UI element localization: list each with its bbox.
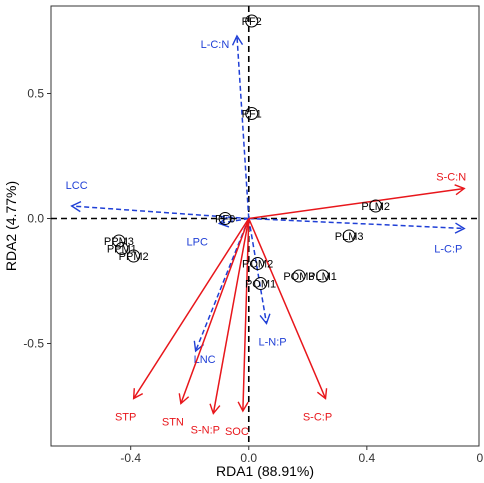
litter-vector-label-lpc: LPC bbox=[187, 237, 208, 249]
soil-vector-stp bbox=[132, 218, 250, 400]
site-point-ppm2 bbox=[127, 249, 141, 263]
plot-panel bbox=[50, 5, 480, 447]
litter-vector-l-c-p bbox=[248, 217, 466, 234]
site-point-pom1 bbox=[254, 277, 268, 290]
site-point-plm3 bbox=[342, 229, 356, 243]
x-axis-title: RDA1 (88.91%) bbox=[216, 463, 314, 479]
soil-vector-label-soc: SOC bbox=[225, 426, 249, 438]
site-label-pom3: POM3 bbox=[283, 271, 314, 283]
site-point-plm1 bbox=[316, 269, 330, 283]
litter-vector-l-n-p bbox=[248, 218, 271, 325]
soil-vector-label-stp: STP bbox=[115, 412, 136, 424]
y-tick-label: 0.5 bbox=[27, 87, 44, 101]
litter-vector-lpc bbox=[217, 216, 249, 228]
y-tick-label: 0.0 bbox=[27, 212, 44, 226]
soil-vector-stn bbox=[178, 218, 250, 405]
site-label-pom2: POM2 bbox=[242, 259, 273, 271]
y-axis-title: RDA2 (4.77%) bbox=[3, 181, 19, 271]
litter-vector-l-c-n bbox=[231, 34, 250, 219]
litter-vector-label-l-c-p: L-C:P bbox=[434, 244, 462, 256]
soil-vector-s-c-p bbox=[248, 218, 328, 400]
soil-vector-label-s-c-p: S-C:P bbox=[303, 412, 332, 424]
litter-vector-label-l-n-p: L-N:P bbox=[258, 337, 286, 349]
litter-vector-label-l-c-n: L-C:N bbox=[201, 39, 230, 51]
site-label-ppm2: PPM2 bbox=[119, 251, 149, 263]
x-tick-label: 0.0 bbox=[240, 451, 257, 465]
axis-ticks: -0.4 0.0 0.4 0.8 -0.5 0.0 0.5 bbox=[23, 87, 484, 466]
site-point-plm2 bbox=[369, 199, 383, 213]
site-point-pf2 bbox=[245, 14, 259, 28]
site-points: PF2PF1PF0PLM2PLM3PLM1POM3POM2POM1PPM3PPM… bbox=[104, 14, 390, 291]
soil-vector-label-s-c-n: S-C:N bbox=[436, 172, 466, 184]
site-label-plm1: PLM1 bbox=[308, 271, 337, 283]
x-tick-label: 0.4 bbox=[358, 451, 375, 465]
site-point-pf0 bbox=[218, 212, 232, 225]
site-point-ppm3 bbox=[112, 234, 126, 248]
soil-vector-s-c-n bbox=[248, 184, 466, 220]
soil-vector-s-n-p bbox=[209, 218, 250, 415]
litter-vector-lcc bbox=[70, 201, 249, 220]
site-label-plm2: PLM2 bbox=[361, 201, 390, 213]
site-label-pf2: PF2 bbox=[242, 16, 262, 28]
site-label-pom1: POM1 bbox=[245, 279, 276, 291]
soil-vector-soc bbox=[237, 218, 250, 413]
x-tick-label: -0.4 bbox=[120, 451, 141, 465]
litter-vectors: L-C:N LCC LPC L-C:P L-N:P LNC bbox=[66, 34, 466, 366]
litter-vector-label-lnc: LNC bbox=[194, 354, 216, 366]
soil-vector-label-s-n-p: S-N:P bbox=[191, 425, 220, 437]
site-label-pf1: PF1 bbox=[242, 109, 262, 121]
litter-vector-label-lcc: LCC bbox=[66, 180, 88, 192]
soil-vector-label-stn: STN bbox=[162, 417, 184, 429]
site-point-ppm1 bbox=[115, 242, 129, 255]
site-point-pom3 bbox=[292, 269, 306, 283]
site-label-pf0: PF0 bbox=[215, 214, 235, 226]
soil-vectors: S-C:N S-C:P SOC S-N:P STN STP bbox=[115, 172, 466, 439]
y-tick-label: -0.5 bbox=[23, 337, 44, 351]
site-point-pf1 bbox=[245, 107, 259, 120]
site-point-pom2 bbox=[251, 257, 265, 270]
x-tick-label: 0.8 bbox=[477, 451, 484, 465]
site-label-plm3: PLM3 bbox=[335, 231, 364, 243]
